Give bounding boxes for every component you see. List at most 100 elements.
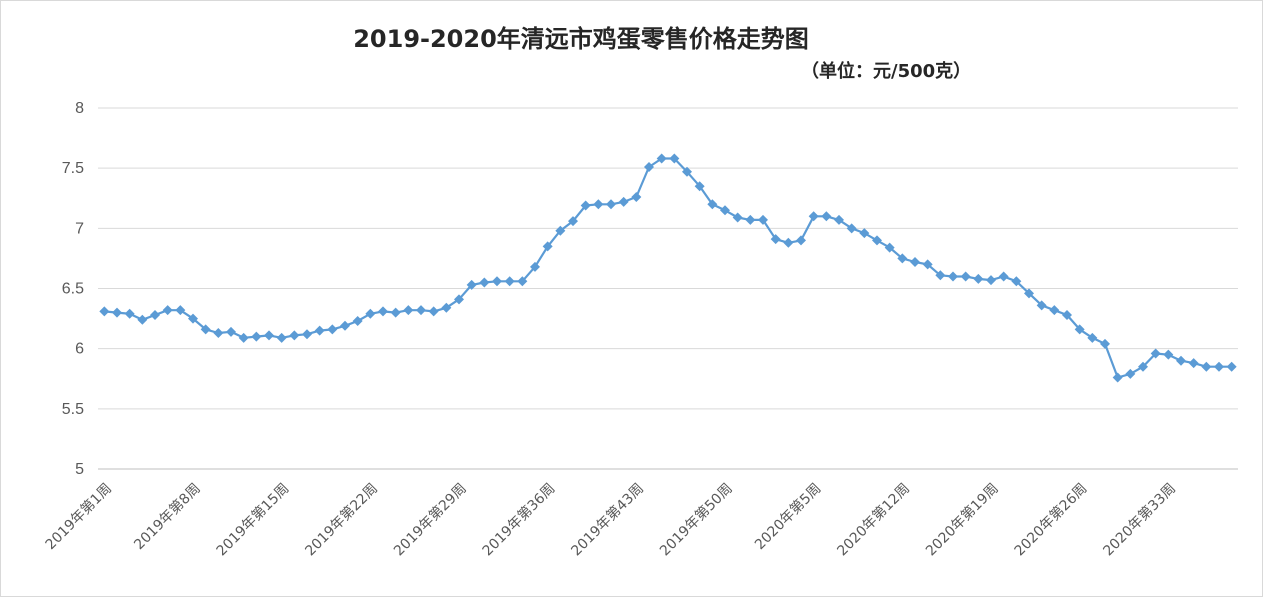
data-point xyxy=(910,257,920,268)
y-tick-label: 5 xyxy=(75,461,84,478)
data-point xyxy=(935,270,946,281)
data-point xyxy=(884,242,895,253)
data-point xyxy=(213,328,224,339)
x-tick-label: 2019年第36周 xyxy=(479,480,559,560)
data-point xyxy=(251,331,262,342)
y-tick-label: 6.5 xyxy=(62,281,84,298)
data-point xyxy=(644,161,654,172)
data-point xyxy=(1112,372,1123,383)
data-point xyxy=(1201,361,1212,372)
data-point xyxy=(314,325,325,336)
y-tick-label: 5.5 xyxy=(62,401,84,418)
data-point xyxy=(1150,348,1161,359)
data-point xyxy=(669,153,680,164)
data-point xyxy=(302,329,312,340)
x-tick-label: 2020年第33周 xyxy=(1100,480,1180,560)
data-point xyxy=(162,305,173,316)
data-point xyxy=(745,214,756,225)
data-point xyxy=(1011,276,1022,287)
data-point xyxy=(1074,324,1085,335)
data-point xyxy=(238,332,249,343)
x-tick-label: 2019年第22周 xyxy=(302,480,382,560)
data-point xyxy=(289,330,300,341)
data-point xyxy=(707,199,718,210)
data-point xyxy=(555,225,566,236)
data-point xyxy=(821,211,832,222)
x-tick-label: 2019年第15周 xyxy=(213,480,293,560)
data-point xyxy=(1188,358,1199,369)
data-point xyxy=(948,271,958,282)
x-tick-label: 2019年第29周 xyxy=(390,480,470,560)
data-point xyxy=(504,276,515,287)
x-tick-label: 2019年第50周 xyxy=(656,480,736,560)
data-point xyxy=(1176,355,1186,366)
data-point xyxy=(124,308,135,319)
data-point xyxy=(783,237,794,248)
data-point xyxy=(593,199,604,210)
x-tick-label: 2020年第19周 xyxy=(922,480,1002,560)
series-group xyxy=(99,153,1237,383)
data-point xyxy=(897,253,908,264)
y-axis: 5 5.5 6 6.5 7 7.5 8 xyxy=(62,100,84,478)
data-point xyxy=(796,235,806,246)
data-point xyxy=(846,223,857,234)
data-point xyxy=(922,259,933,270)
series-line xyxy=(104,157,1232,379)
data-point xyxy=(998,271,1009,282)
data-point xyxy=(390,307,401,318)
x-tick-label: 2020年第5周 xyxy=(751,480,824,553)
data-point xyxy=(1138,361,1148,372)
data-point xyxy=(112,307,122,318)
data-point xyxy=(137,314,148,325)
data-point xyxy=(150,309,160,320)
data-point xyxy=(834,214,844,225)
data-point xyxy=(378,306,388,317)
y-tick-label: 6 xyxy=(75,341,84,358)
data-point xyxy=(568,216,578,227)
data-point xyxy=(1049,305,1060,316)
data-point xyxy=(264,330,274,341)
data-point xyxy=(200,324,211,335)
chart-title: 2019-2020年清远市鸡蛋零售价格走势图 xyxy=(353,25,809,53)
data-point xyxy=(466,279,477,290)
data-point xyxy=(631,192,642,203)
data-point xyxy=(352,315,363,326)
data-point xyxy=(276,332,287,343)
data-point xyxy=(656,153,667,164)
data-point xyxy=(580,200,591,211)
data-point xyxy=(542,241,553,252)
x-tick-label: 2019年第8周 xyxy=(131,480,204,553)
x-tick-label: 2019年第43周 xyxy=(568,480,648,560)
data-point xyxy=(973,273,984,284)
data-point xyxy=(416,305,426,316)
data-point xyxy=(859,228,870,239)
data-point xyxy=(1214,361,1224,372)
x-tick-label: 2019年第1周 xyxy=(42,480,115,553)
data-point xyxy=(1100,338,1110,349)
data-point xyxy=(517,276,528,287)
data-point xyxy=(808,211,819,222)
data-point xyxy=(694,181,705,192)
data-point xyxy=(1125,368,1136,379)
chart-subtitle: （单位：元/500克） xyxy=(801,61,972,82)
data-point xyxy=(986,275,996,286)
data-point xyxy=(732,212,743,223)
data-point xyxy=(606,199,616,210)
data-point xyxy=(175,305,186,316)
y-tick-label: 8 xyxy=(75,100,84,117)
y-tick-label: 7 xyxy=(75,220,84,237)
data-point xyxy=(365,308,376,319)
data-point xyxy=(441,302,452,313)
data-point xyxy=(403,305,414,316)
data-point xyxy=(1062,309,1072,320)
data-point xyxy=(226,326,236,337)
data-point xyxy=(492,276,502,287)
y-tick-label: 7.5 xyxy=(62,160,84,177)
data-point xyxy=(340,320,350,331)
data-point xyxy=(479,277,490,288)
data-point xyxy=(618,196,629,207)
data-point xyxy=(720,205,730,216)
data-point xyxy=(1024,288,1034,299)
data-point xyxy=(758,214,768,225)
